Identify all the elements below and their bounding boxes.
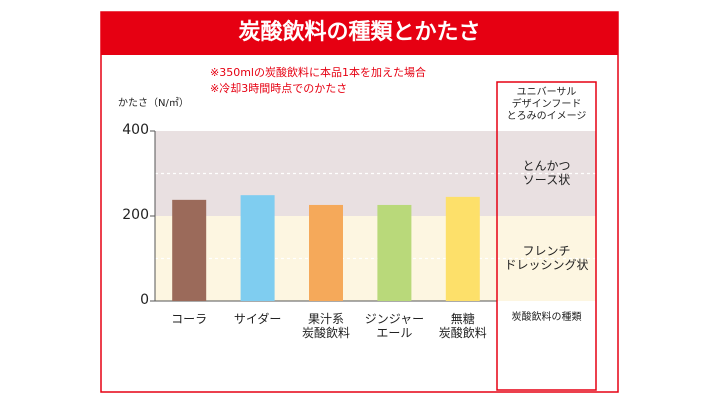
y-tick-label: 200	[122, 207, 149, 223]
bar	[172, 199, 207, 301]
bar	[309, 204, 343, 301]
note: ※350mlの炭酸飲料に本品1本を加えた場合	[210, 66, 426, 79]
x-tick-label: サイダー	[233, 312, 282, 326]
band-label: フレンチ ドレッシング状	[504, 243, 589, 272]
band-label: とんかつ ソース状	[522, 158, 571, 187]
y-tick-label: 0	[140, 292, 149, 308]
x-tick-label: コーラ	[171, 312, 208, 326]
bar	[240, 195, 275, 301]
bar	[445, 196, 480, 301]
x-tick-label: ジンジャー エール	[364, 312, 425, 341]
band-box	[496, 81, 597, 391]
band-title: ユニバーサル デザインフード とろみのイメージ	[506, 87, 587, 122]
title-bar	[101, 12, 618, 55]
y-tick-label: 400	[122, 122, 149, 138]
band-footer: 炭酸飲料の種類	[511, 312, 582, 323]
x-tick-label: 無糖 炭酸飲料	[438, 312, 487, 341]
chart-title: 炭酸飲料の種類とかたさ	[238, 20, 481, 45]
x-tick-label: 果汁系 炭酸飲料	[301, 312, 350, 341]
bar	[377, 204, 412, 301]
note: ※冷却3時間時点でのかたさ	[210, 82, 348, 95]
y-axis-label: かたさ（N/㎡）	[118, 98, 189, 109]
